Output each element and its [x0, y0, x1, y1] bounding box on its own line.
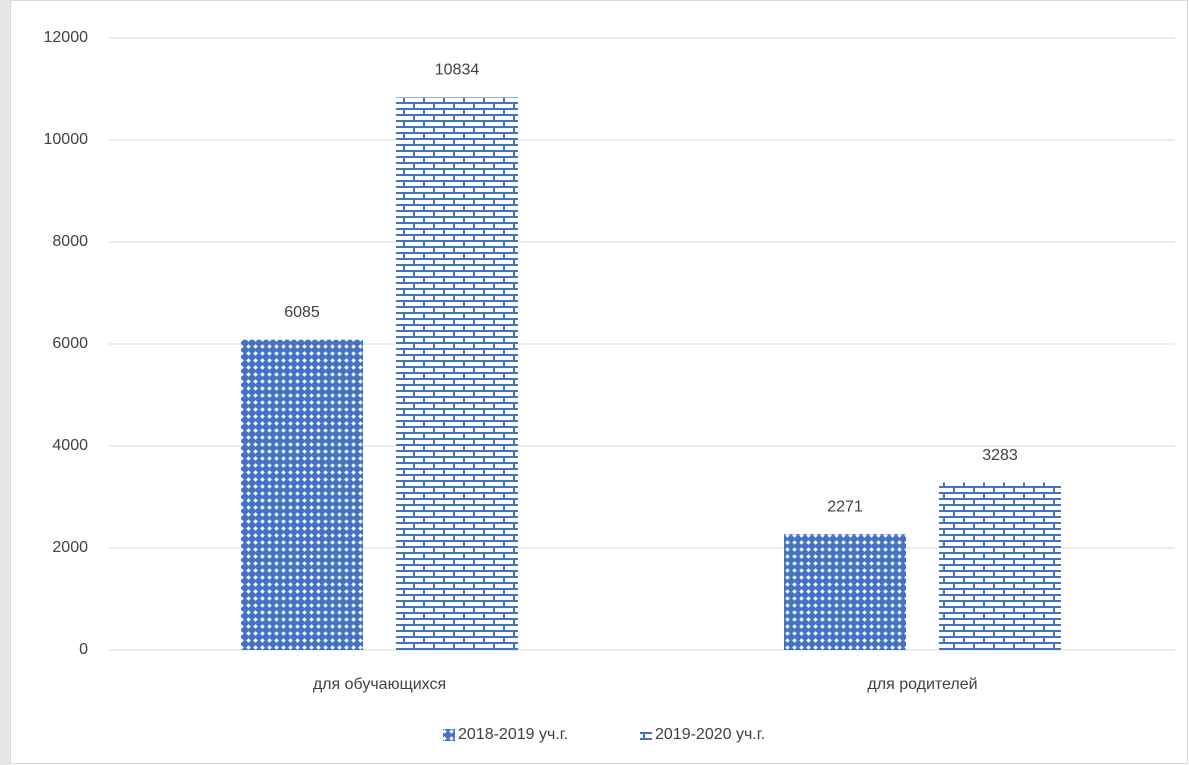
bar	[939, 482, 1061, 650]
legend-marker	[443, 729, 455, 741]
data-label: 6085	[284, 304, 320, 321]
bar	[396, 97, 518, 650]
legend-label: 2019-2020 уч.г.	[655, 726, 765, 743]
y-tick-label: 6000	[52, 335, 88, 352]
data-label: 3283	[982, 447, 1018, 464]
y-tick-label: 12000	[44, 29, 89, 46]
y-tick-label: 4000	[52, 437, 88, 454]
side-strip	[0, 0, 10, 765]
data-label: 2271	[827, 498, 863, 515]
bar	[784, 534, 906, 650]
y-tick-label: 0	[79, 641, 88, 658]
legend-label: 2018-2019 уч.г.	[458, 726, 568, 743]
y-tick-label: 10000	[44, 131, 89, 148]
x-tick-label: для родителей	[867, 676, 977, 693]
y-tick-label: 8000	[52, 233, 88, 250]
legend-marker	[640, 729, 652, 741]
data-label: 10834	[435, 62, 480, 79]
bar	[241, 339, 363, 650]
x-tick-label: для обучающихся	[313, 676, 446, 693]
y-tick-label: 2000	[52, 539, 88, 556]
